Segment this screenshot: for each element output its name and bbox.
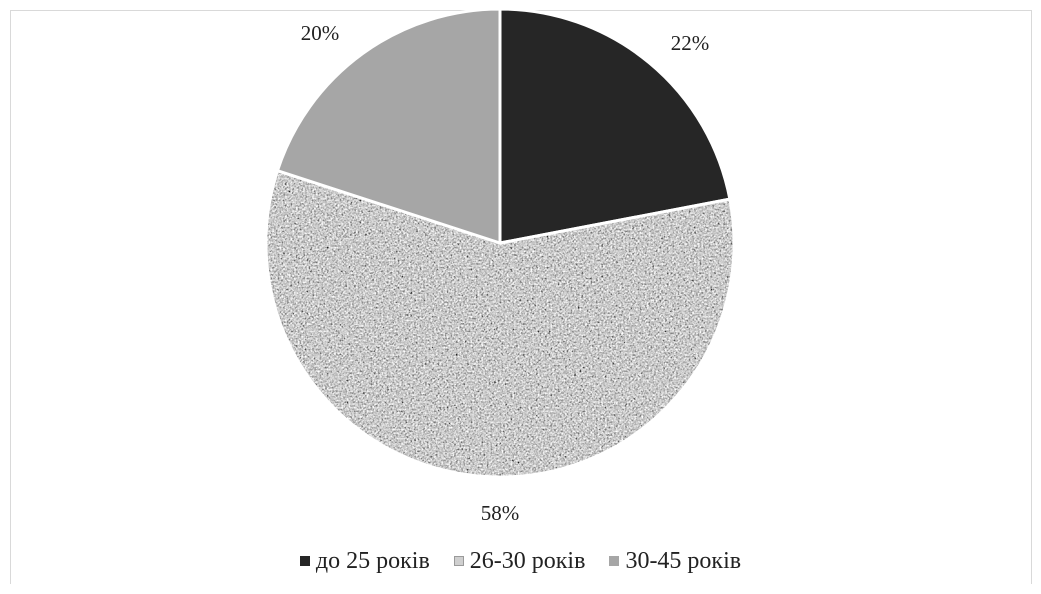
pie-slice-2: [275, 7, 502, 246]
pie-slice-0: [498, 7, 732, 245]
pie-data-labels: 22% 58% 20%: [301, 21, 710, 525]
pie-slice-1: [264, 168, 736, 479]
data-label-slice-1: 58%: [481, 501, 520, 525]
legend-item-0: до 25 років: [299, 547, 430, 575]
legend-swatch-2: [609, 556, 620, 566]
legend-item-2: 30-45 років: [609, 547, 741, 575]
pie-slices: [264, 7, 736, 479]
legend-item-1: 26-30 років: [453, 547, 586, 575]
legend-swatch-1: [453, 556, 464, 566]
legend-label-0: до 25 років: [315, 548, 430, 574]
legend: до 25 років 26-30 років 30-45 років: [0, 547, 1041, 575]
data-label-slice-2: 20%: [301, 21, 340, 45]
legend-label-1: 26-30 років: [469, 548, 586, 574]
data-label-slice-0: 22%: [671, 31, 710, 55]
legend-swatch-0: [299, 556, 310, 566]
legend-label-2: 30-45 років: [625, 548, 742, 574]
